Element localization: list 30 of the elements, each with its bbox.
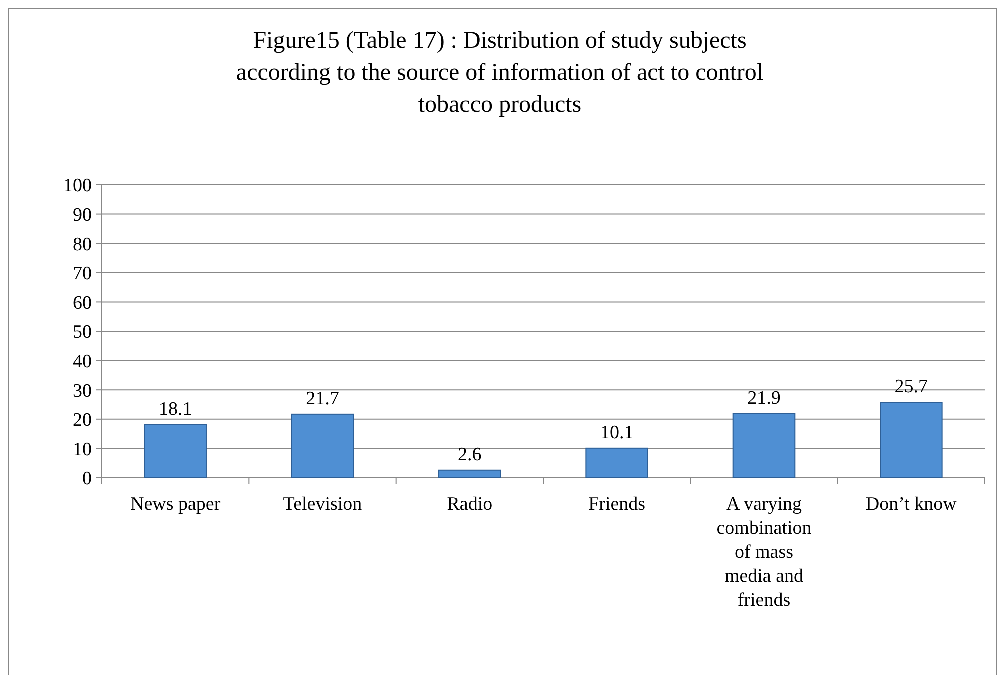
y-tick-label: 60 xyxy=(73,292,92,314)
data-label: 25.7 xyxy=(894,376,928,398)
chart-title: Figure15 (Table 17) : Distribution of study subjects according to the source of information of act to control tobacco products xyxy=(236,28,764,118)
y-tick-label: 10 xyxy=(73,439,92,460)
y-tick-label: 70 xyxy=(73,264,92,285)
x-tick-label: Television xyxy=(283,494,363,515)
data-label: 18.1 xyxy=(158,398,192,420)
bar xyxy=(144,424,207,478)
bar xyxy=(586,448,648,478)
data-label: 10.1 xyxy=(600,422,634,444)
x-tick-label: Radio xyxy=(447,494,493,515)
y-tick-label: 40 xyxy=(73,351,92,372)
y-tick-label: 100 xyxy=(64,176,92,197)
x-tick-label: Friends xyxy=(588,494,646,515)
bar xyxy=(291,414,354,478)
bar xyxy=(732,413,796,478)
y-tick-label: 0 xyxy=(82,468,92,490)
x-tick-label: News paper xyxy=(130,494,222,515)
y-tick-label: 50 xyxy=(73,322,92,344)
data-label: 21.7 xyxy=(306,388,340,410)
bar xyxy=(880,402,943,478)
x-tick-label: A varying combination of mass media and friends xyxy=(716,494,812,611)
y-tick-label: 30 xyxy=(73,380,92,402)
y-tick-label: 20 xyxy=(73,410,92,432)
data-label: 2.6 xyxy=(458,444,482,466)
data-label: 21.9 xyxy=(748,388,781,409)
y-tick-label: 90 xyxy=(73,204,92,226)
x-tick-label: Don’t know xyxy=(866,494,958,515)
bar xyxy=(438,470,502,478)
y-tick-label: 80 xyxy=(73,234,92,256)
